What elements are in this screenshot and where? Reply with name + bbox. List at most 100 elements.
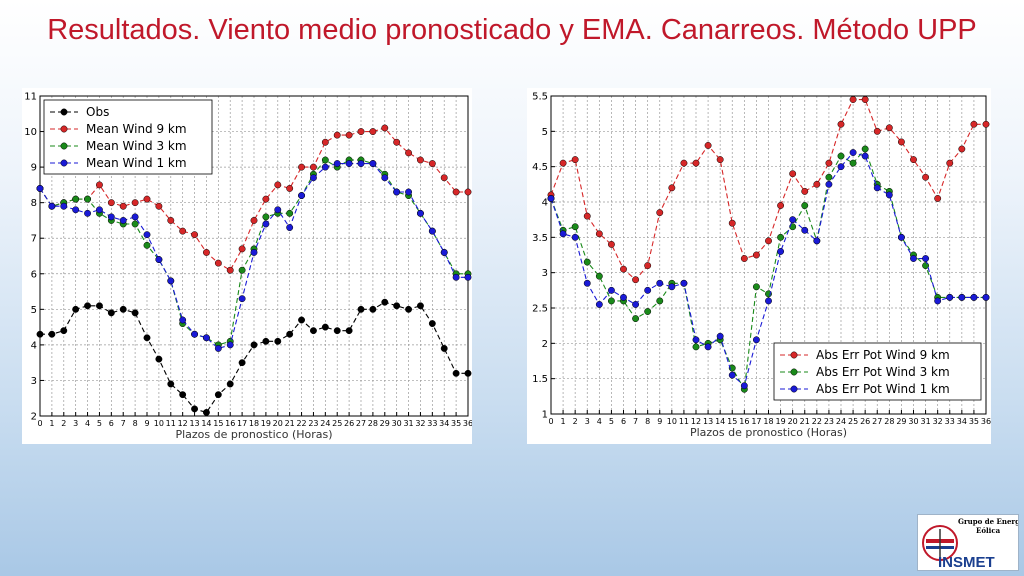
data-point <box>238 295 246 303</box>
data-point <box>464 369 472 377</box>
data-point <box>72 305 80 313</box>
chart-panel-mean-wind: 2 3 4 5 6 7 8 9 10 11 0 1 2 3 4 5 6 7 8 9 10 11 12 13 14 15 16 17 18… <box>22 88 472 444</box>
data-point <box>873 184 881 192</box>
x-tick-label: 33 <box>945 417 955 426</box>
data-point <box>286 209 294 217</box>
data-point <box>72 195 80 203</box>
y-tick-label: 4.5 <box>532 162 548 173</box>
data-point <box>668 184 676 192</box>
insmet-logo: Grupo de Energía Eólica INSMET <box>917 514 1024 571</box>
y-tick-label: 8 <box>31 198 37 209</box>
data-point <box>202 248 210 256</box>
x-tick-label: 34 <box>957 417 967 426</box>
data-point <box>728 219 736 227</box>
data-point <box>428 160 436 168</box>
y-tick-label: 9 <box>31 163 37 174</box>
data-point <box>728 371 736 379</box>
data-point <box>789 170 797 178</box>
data-point <box>298 163 306 171</box>
data-point <box>440 344 448 352</box>
data-point <box>369 305 377 313</box>
x-tick-label: 17 <box>237 419 247 428</box>
data-point <box>155 202 163 210</box>
data-point <box>214 391 222 399</box>
x-tick-label: 11 <box>166 419 176 428</box>
data-point <box>910 156 917 164</box>
y-tick-label: 4 <box>31 340 37 351</box>
x-tick-label: 31 <box>403 419 413 428</box>
x-tick-label: 9 <box>144 419 149 428</box>
data-point <box>910 255 917 262</box>
data-point <box>595 230 603 238</box>
x-tick-label: 23 <box>308 419 318 428</box>
data-point <box>321 323 329 331</box>
legend: Abs Err Pot Wind 9 km Abs Err Pot Wind 3 … <box>773 342 982 401</box>
legend-marker <box>790 368 798 376</box>
data-point <box>321 163 329 171</box>
legend-marker <box>60 125 68 133</box>
data-point <box>825 159 833 167</box>
data-point <box>357 160 365 168</box>
data-point <box>36 330 44 338</box>
x-tick-label: 4 <box>597 417 602 426</box>
data-point <box>825 173 833 181</box>
data-point <box>416 302 424 310</box>
data-point <box>262 337 270 345</box>
data-point <box>416 209 424 217</box>
data-point <box>226 266 234 274</box>
legend-box <box>43 99 213 175</box>
data-point <box>849 96 857 103</box>
x-tick-label: 17 <box>751 417 761 426</box>
data-point <box>309 163 317 171</box>
y-tick-label: 3.5 <box>532 233 548 244</box>
data-point <box>897 138 905 146</box>
data-point <box>405 149 413 157</box>
x-tick-label: 2 <box>573 417 578 426</box>
x-tick-label: 27 <box>356 419 366 428</box>
data-point <box>107 309 115 317</box>
legend-label: Mean Wind 9 km <box>86 122 187 136</box>
data-point <box>214 259 222 267</box>
logo-line1: Grupo de Energía <box>958 517 1018 526</box>
x-tick-label: 20 <box>788 417 798 426</box>
legend-marker <box>790 385 798 393</box>
data-point <box>167 277 175 285</box>
x-tick-label: 26 <box>860 417 870 426</box>
legend-label: Abs Err Pot Wind 9 km <box>816 348 950 362</box>
data-point <box>861 145 869 153</box>
data-point <box>393 302 401 310</box>
data-point <box>692 159 700 167</box>
data-point <box>274 181 282 189</box>
x-tick-label: 20 <box>273 419 283 428</box>
x-tick-label: 21 <box>285 419 295 428</box>
data-point <box>321 138 329 146</box>
x-tick-label: 36 <box>463 419 472 428</box>
data-point <box>155 355 163 363</box>
data-point <box>298 192 306 200</box>
data-point <box>107 199 115 207</box>
data-point <box>155 256 163 264</box>
data-point <box>36 184 44 192</box>
slide-title: Resultados. Viento medio pronosticado y … <box>47 14 977 46</box>
data-point <box>849 149 857 156</box>
data-point <box>595 272 603 280</box>
x-tick-label: 26 <box>344 419 354 428</box>
y-tick-label: 2 <box>542 339 548 350</box>
data-point <box>179 316 187 324</box>
data-point <box>970 293 978 301</box>
data-point <box>416 156 424 164</box>
x-tick-label: 3 <box>585 417 590 426</box>
legend-label: Abs Err Pot Wind 1 km <box>816 382 950 396</box>
data-point <box>789 216 797 224</box>
data-point <box>801 202 809 209</box>
x-tick-label: 12 <box>691 417 701 426</box>
x-tick-label: 24 <box>320 419 330 428</box>
x-axis-label: Plazos de pronostico (Horas) <box>690 426 847 439</box>
data-point <box>333 327 341 335</box>
data-point <box>238 359 246 367</box>
data-point <box>897 233 905 241</box>
x-tick-label: 10 <box>154 419 164 428</box>
x-tick-label: 6 <box>621 417 626 426</box>
data-point <box>381 298 389 306</box>
data-point <box>716 156 724 164</box>
